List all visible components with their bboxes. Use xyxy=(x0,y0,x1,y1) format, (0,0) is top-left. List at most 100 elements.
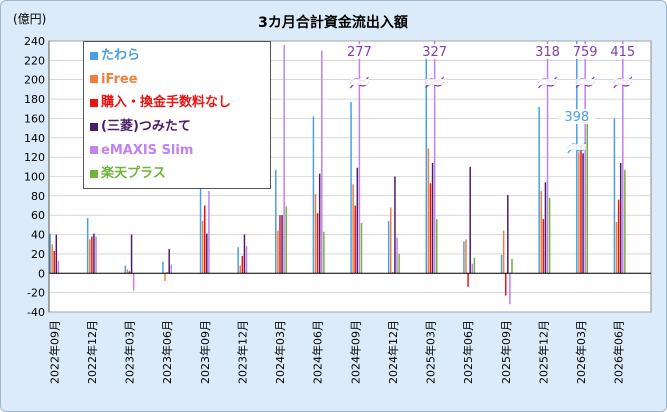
bar xyxy=(132,273,135,291)
bar xyxy=(51,244,53,274)
bar xyxy=(312,116,315,274)
annotation-label: 415 xyxy=(610,45,635,60)
bar xyxy=(285,206,287,274)
bar xyxy=(130,234,133,274)
annotation-label: 398 xyxy=(564,110,589,125)
bar xyxy=(277,230,279,274)
bar xyxy=(396,237,398,274)
bar xyxy=(502,230,505,274)
axis-break-gap xyxy=(350,79,369,85)
bar xyxy=(323,231,325,274)
y-tick-label: 200 xyxy=(24,74,45,87)
axis-break-gap xyxy=(613,79,632,85)
bar xyxy=(504,273,507,296)
x-tick-label: 2023年09月 xyxy=(198,320,212,384)
bar xyxy=(275,169,277,274)
x-tick-label: 2023年12月 xyxy=(235,320,249,384)
bar xyxy=(617,199,620,274)
annotation-bg xyxy=(558,109,595,124)
legend-label: (三菱)つみたて xyxy=(101,119,191,135)
bar xyxy=(540,191,543,274)
bar xyxy=(578,152,580,274)
bar xyxy=(546,41,549,274)
legend-item-emaxis-slim: eMAXIS Slim xyxy=(90,138,270,162)
y-tick-label: 120 xyxy=(24,151,45,164)
x-tick-label: 2023年06月 xyxy=(160,320,174,384)
annotation-bg xyxy=(341,44,378,59)
legend-item-ifree: iFree xyxy=(90,68,270,92)
bar xyxy=(586,110,588,274)
y-tick-label: 160 xyxy=(24,112,45,125)
y-tick-label: 40 xyxy=(31,229,45,242)
bar xyxy=(358,41,361,274)
bar xyxy=(425,48,428,274)
bar xyxy=(584,41,586,274)
bar xyxy=(465,239,467,274)
bar xyxy=(398,253,400,274)
x-tick-label: 2024年03月 xyxy=(273,320,287,384)
annotation-bg xyxy=(604,44,641,59)
legend-item-no-fee: 購入・換金手数料なし xyxy=(90,91,270,115)
bar xyxy=(538,106,540,274)
legend-label: eMAXIS Slim xyxy=(101,142,194,158)
legend-item-mitsubishi-tsumitate: (三菱)つみたて xyxy=(90,115,270,139)
bar xyxy=(318,173,321,274)
bar xyxy=(314,193,317,274)
annotation-label: 327 xyxy=(422,45,447,60)
legend-item-rakuten-plus: 楽天プラス xyxy=(90,162,270,186)
bar xyxy=(237,247,239,274)
bar xyxy=(53,251,55,274)
bar xyxy=(507,194,509,274)
bar xyxy=(93,233,95,274)
y-tick-label: 220 xyxy=(24,54,45,67)
bar xyxy=(91,236,93,274)
bar xyxy=(542,219,545,274)
bar xyxy=(55,234,58,274)
bar xyxy=(124,265,127,274)
annotation-bg xyxy=(416,44,453,59)
x-tick-label: 2025年12月 xyxy=(536,320,550,384)
annotation-label: 277 xyxy=(347,45,372,60)
bar xyxy=(582,153,584,274)
x-tick-label: 2026年06月 xyxy=(612,320,626,384)
bar xyxy=(613,118,616,274)
bar xyxy=(170,264,173,274)
bar xyxy=(201,221,204,274)
legend-label: たわら xyxy=(101,48,141,64)
bar xyxy=(511,258,513,274)
bar xyxy=(473,257,476,274)
bar xyxy=(206,233,208,274)
bar xyxy=(469,166,471,274)
x-tick-label: 2025年03月 xyxy=(424,320,438,384)
bar xyxy=(352,184,354,274)
bar xyxy=(471,263,474,274)
legend-swatch xyxy=(90,169,98,178)
legend-label: 購入・換金手数料なし xyxy=(101,95,232,111)
chart-legend: たわら iFree 購入・換金手数料なし (三菱)つみたて eMAXIS Sli… xyxy=(83,41,271,189)
bar xyxy=(89,239,91,274)
bar xyxy=(279,215,281,274)
x-tick-label: 2024年09月 xyxy=(348,320,362,384)
axis-break-gap xyxy=(538,79,557,85)
bar xyxy=(128,271,131,274)
legend-swatch xyxy=(90,146,98,155)
bar xyxy=(162,261,164,274)
y-tick-label: 80 xyxy=(31,190,45,203)
bar xyxy=(203,205,206,274)
bar xyxy=(245,246,248,274)
bar xyxy=(356,167,359,274)
y-unit-label: (億円) xyxy=(13,12,46,26)
annotation-label: 759 xyxy=(573,45,598,60)
legend-item-tawara: たわら xyxy=(90,44,270,68)
y-tick-label: 20 xyxy=(31,248,45,261)
bar-annotations: 277 327 318 398 759 415 xyxy=(341,44,641,154)
bar xyxy=(622,41,624,274)
bar xyxy=(199,166,202,274)
bar xyxy=(436,219,438,274)
y-tick-label: 60 xyxy=(31,209,45,222)
bar xyxy=(387,221,390,274)
bar xyxy=(467,273,469,287)
bar xyxy=(126,269,129,274)
bar xyxy=(283,44,285,274)
